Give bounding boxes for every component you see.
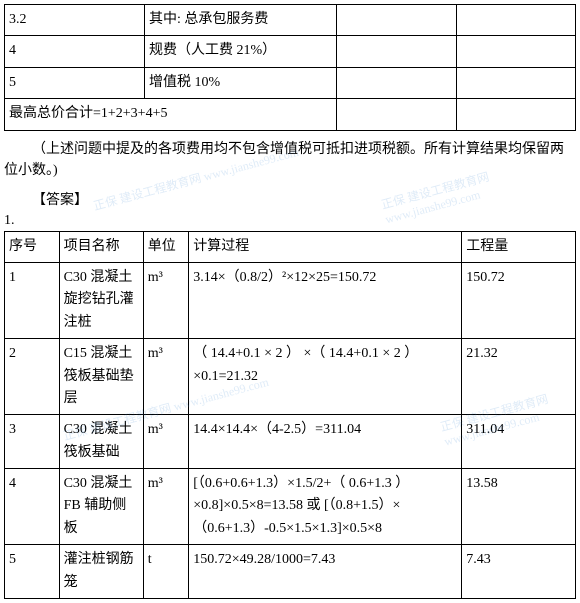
cell-qty: 13.58 [462, 469, 576, 545]
note-text: （上述问题中提及的各项费用均不包含增值税可抵扣进项税额。所有计算结果均保留两位小… [4, 139, 576, 181]
cell-unit: t [143, 545, 188, 599]
cell-name: C30 混凝土筏板基础 [59, 415, 143, 469]
answer-number: 1. [4, 213, 576, 229]
cell: 其中: 总承包服务费 [145, 5, 337, 36]
cell [337, 36, 457, 67]
table-row: 3.2 其中: 总承包服务费 [5, 5, 576, 36]
cell [457, 99, 576, 130]
answer-label: 【答案】 [4, 189, 576, 209]
cell-calc: （ 14.4+0.1 × 2 ） ×（ 14.4+0.1 × 2 ） ×0.1=… [189, 339, 462, 415]
table-row: 2 C15 混凝土筏板基础垫层 m³ （ 14.4+0.1 × 2 ） ×（ 1… [5, 339, 576, 415]
cell-name: C30 混凝土旋挖钻孔灌注桩 [59, 262, 143, 338]
cell [457, 67, 576, 98]
cell-calc: 150.72×49.28/1000=7.43 [189, 545, 462, 599]
cell: 规费（人工费 21%） [145, 36, 337, 67]
cell-name: C15 混凝土筏板基础垫层 [59, 339, 143, 415]
cell-unit: m³ [143, 469, 188, 545]
table-row: 5 增值税 10% [5, 67, 576, 98]
cell: 5 [5, 67, 145, 98]
cell-qty: 150.72 [462, 262, 576, 338]
cell-unit: m³ [143, 339, 188, 415]
cell-seq: 4 [5, 469, 60, 545]
cell-qty: 21.32 [462, 339, 576, 415]
cell-unit: m³ [143, 415, 188, 469]
cell-name: C30 混凝土 FB 辅助侧板 [59, 469, 143, 545]
cell-seq: 1 [5, 262, 60, 338]
table-row: 4 规费（人工费 21%） [5, 36, 576, 67]
cell [337, 99, 457, 130]
cell [457, 36, 576, 67]
col-header-name: 项目名称 [59, 231, 143, 262]
cell-seq: 2 [5, 339, 60, 415]
cell-unit: m³ [143, 262, 188, 338]
cell: 增值税 10% [145, 67, 337, 98]
cell [457, 5, 576, 36]
col-header-calc: 计算过程 [189, 231, 462, 262]
col-header-unit: 单位 [143, 231, 188, 262]
cell: 4 [5, 36, 145, 67]
cell [337, 67, 457, 98]
cell-seq: 3 [5, 415, 60, 469]
cell-name: 灌注桩钢筋笼 [59, 545, 143, 599]
table-row: 5 灌注桩钢筋笼 t 150.72×49.28/1000=7.43 7.43 [5, 545, 576, 599]
header-row: 序号 项目名称 单位 计算过程 工程量 [5, 231, 576, 262]
total-row: 最高总价合计=1+2+3+4+5 [5, 99, 576, 130]
cell-calc: [（0.6+0.6+1.3）×1.5/2+（ 0.6+1.3 ） ×0.8]×0… [189, 469, 462, 545]
cell-qty: 7.43 [462, 545, 576, 599]
table-row: 3 C30 混凝土筏板基础 m³ 14.4×14.4×（4-2.5）=311.0… [5, 415, 576, 469]
fee-table: 3.2 其中: 总承包服务费 4 规费（人工费 21%） 5 增值税 10% 最… [4, 4, 576, 131]
table-row: 1 C30 混凝土旋挖钻孔灌注桩 m³ 3.14×（0.8/2）²×12×25=… [5, 262, 576, 338]
cell-qty: 311.04 [462, 415, 576, 469]
cell: 3.2 [5, 5, 145, 36]
cell [337, 5, 457, 36]
total-label: 最高总价合计=1+2+3+4+5 [5, 99, 337, 130]
col-header-seq: 序号 [5, 231, 60, 262]
col-header-qty: 工程量 [462, 231, 576, 262]
cell-seq: 5 [5, 545, 60, 599]
cell-calc: 3.14×（0.8/2）²×12×25=150.72 [189, 262, 462, 338]
table-row: 4 C30 混凝土 FB 辅助侧板 m³ [（0.6+0.6+1.3）×1.5/… [5, 469, 576, 545]
cell-calc: 14.4×14.4×（4-2.5）=311.04 [189, 415, 462, 469]
calculation-table: 序号 项目名称 单位 计算过程 工程量 1 C30 混凝土旋挖钻孔灌注桩 m³ … [4, 231, 576, 599]
